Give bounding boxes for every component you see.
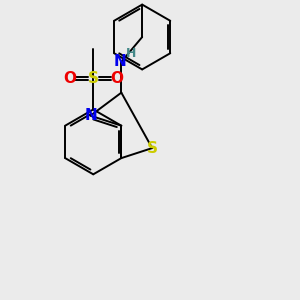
Text: S: S (88, 71, 99, 86)
Text: H: H (126, 47, 136, 60)
Text: O: O (110, 71, 123, 86)
Text: N: N (84, 108, 97, 123)
Text: S: S (147, 141, 158, 156)
Text: O: O (63, 71, 76, 86)
Text: N: N (114, 54, 126, 69)
